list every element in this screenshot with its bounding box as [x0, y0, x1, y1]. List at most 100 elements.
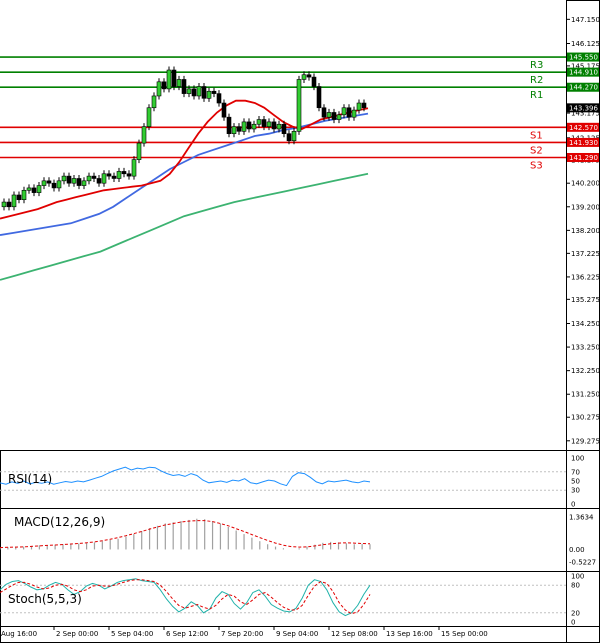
pivot-price-box	[567, 137, 599, 147]
time-tick-label: 6 Sep 12:00	[166, 630, 208, 638]
macd-tick-label: -0.5227	[569, 558, 596, 566]
current-price-label: 143.396	[569, 104, 598, 112]
time-tick-label: 2 Sep 00:00	[56, 630, 98, 638]
pivot-price-label: 144.270	[569, 84, 598, 92]
candle-body	[191, 88, 197, 97]
candle-body	[31, 187, 37, 193]
candle-body	[166, 69, 172, 90]
candle-body	[216, 93, 222, 104]
candle-body	[361, 102, 367, 109]
candle-body	[146, 107, 152, 127]
candle-body	[116, 171, 122, 179]
candle-body	[266, 121, 272, 127]
candle-body	[186, 88, 192, 94]
candle-body	[26, 187, 32, 191]
pivot-name-s2: S2	[530, 145, 543, 156]
candle-body	[1, 201, 7, 208]
candle-body	[86, 175, 92, 182]
pivot-name-r2: R2	[530, 75, 543, 86]
candle-body	[96, 178, 102, 184]
macd-histogram	[0, 518, 371, 550]
candle-body	[321, 107, 327, 118]
price-tick-label: 147.150	[571, 16, 600, 24]
candle-body	[201, 86, 207, 99]
price-tick-label: 130.275	[571, 414, 600, 422]
candle-body	[221, 102, 227, 118]
price-plot-area	[0, 0, 566, 450]
rsi-tick-label: 30	[571, 487, 580, 495]
stoch-tick-label: 0	[571, 619, 575, 627]
pivot-price-box	[567, 52, 599, 62]
candle-body	[66, 175, 72, 184]
price-tick-label: 139.200	[571, 203, 600, 211]
candle-body	[241, 121, 247, 132]
candle-body	[326, 112, 332, 118]
time-tick-label: 5 Sep 04:00	[111, 630, 153, 638]
candle-body	[351, 109, 357, 118]
price-tick-label: 135.275	[571, 296, 600, 304]
price-tick-label: 134.250	[571, 320, 600, 328]
candle-body	[161, 81, 167, 90]
candle-body	[271, 121, 277, 130]
current-price-marker	[567, 103, 599, 113]
pivot-price-box	[567, 122, 599, 132]
pivot-name-s3: S3	[530, 160, 543, 171]
candle-body	[46, 180, 52, 184]
candle-body	[286, 133, 292, 142]
candle-body	[41, 180, 47, 186]
pivot-name-r1: R1	[530, 90, 543, 101]
candle-body	[236, 126, 242, 132]
candle-body	[276, 123, 282, 130]
candle-body	[71, 178, 77, 184]
candle-body	[91, 175, 97, 179]
pivot-price-label: 141.930	[569, 139, 598, 147]
candle-body	[336, 114, 342, 120]
time-tick-label: 12 Sep 08:00	[331, 630, 378, 638]
pivot-price-label: 145.550	[569, 54, 598, 62]
candle-body	[246, 121, 252, 130]
stoch-tick-label: 80	[571, 582, 580, 590]
candle-body	[281, 123, 287, 134]
candle-body	[301, 74, 307, 80]
pivot-levels: R3 145.550 R2 144.910 R1 144.270 S1 142.570 S2 14…	[0, 52, 599, 171]
candle-body	[11, 194, 17, 208]
stoch-tick-label: 20	[571, 609, 580, 617]
candle-body	[121, 171, 127, 175]
price-tick-label: 129.275	[571, 437, 600, 445]
candle-body	[356, 102, 362, 111]
candle-body	[251, 123, 257, 130]
price-tick-label: 132.250	[571, 367, 600, 375]
candle-body	[296, 79, 302, 132]
macd-signal-line	[0, 520, 371, 549]
pivot-price-label: 142.570	[569, 124, 598, 132]
pivot-price-label: 141.290	[569, 154, 598, 162]
candle-body	[131, 159, 137, 177]
time-tick-label: Aug 16:00	[1, 630, 37, 638]
pivot-name-r3: R3	[530, 60, 543, 71]
rsi-line	[0, 466, 371, 487]
price-tick-label: 137.225	[571, 250, 600, 258]
ma-red-line	[0, 99, 369, 220]
time-tick-label: 7 Sep 20:00	[221, 630, 263, 638]
candlesticks	[1, 66, 367, 211]
ma-blue-line	[0, 112, 369, 236]
candle-body	[181, 79, 187, 94]
time-tick-label: 15 Sep 00:00	[441, 630, 488, 638]
candle-body	[306, 74, 312, 78]
rsi-tick-label: 0	[571, 501, 575, 509]
candle-body	[36, 185, 42, 193]
candle-body	[196, 86, 202, 97]
candle-body	[126, 173, 132, 177]
pivot-price-label: 144.910	[569, 69, 598, 77]
rsi-tick-label: 70	[571, 468, 580, 476]
time-tick-label: 13 Sep 16:00	[386, 630, 433, 638]
stoch-label: Stoch(5,5,3)	[8, 592, 82, 606]
candle-body	[111, 175, 117, 179]
macd-tick-label: 1.3634	[569, 514, 594, 522]
stoch-d-line	[0, 579, 371, 615]
